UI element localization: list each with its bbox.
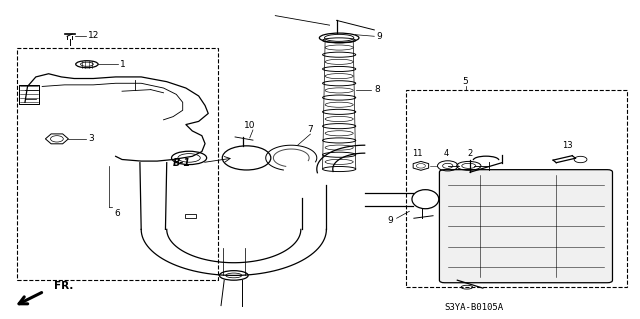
Text: 9: 9 <box>387 216 393 225</box>
Text: 7: 7 <box>307 125 313 134</box>
Text: 2: 2 <box>467 149 473 158</box>
Text: 4: 4 <box>444 149 449 158</box>
Bar <box>184 214 196 218</box>
Text: FR.: FR. <box>54 281 73 291</box>
FancyBboxPatch shape <box>440 170 612 283</box>
Text: 10: 10 <box>244 121 255 130</box>
Text: 13: 13 <box>563 141 573 150</box>
Text: 3: 3 <box>88 134 94 143</box>
Text: 1: 1 <box>120 60 126 69</box>
Text: 5: 5 <box>463 77 468 86</box>
Bar <box>406 90 627 286</box>
Text: 11: 11 <box>412 149 422 158</box>
Bar <box>17 48 218 280</box>
Text: 12: 12 <box>88 31 99 40</box>
Text: 6: 6 <box>115 209 120 218</box>
Text: B-1: B-1 <box>173 158 191 168</box>
Text: 8: 8 <box>374 85 380 94</box>
Text: 9: 9 <box>376 32 382 41</box>
Text: S3YA-B0105A: S3YA-B0105A <box>445 303 504 312</box>
